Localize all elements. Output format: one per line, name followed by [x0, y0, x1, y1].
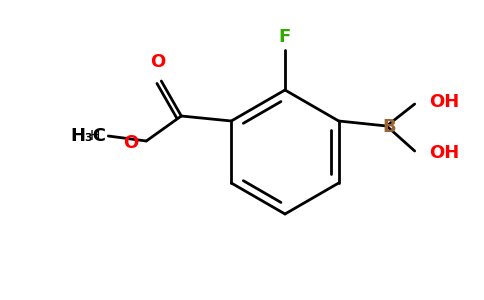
Text: H: H: [90, 129, 100, 143]
Text: B: B: [382, 118, 395, 136]
Text: H₃C: H₃C: [70, 127, 106, 145]
Text: OH: OH: [429, 144, 459, 162]
Text: O: O: [150, 53, 165, 71]
Text: O: O: [123, 134, 138, 152]
Text: OH: OH: [429, 93, 459, 111]
Text: F: F: [279, 28, 291, 46]
